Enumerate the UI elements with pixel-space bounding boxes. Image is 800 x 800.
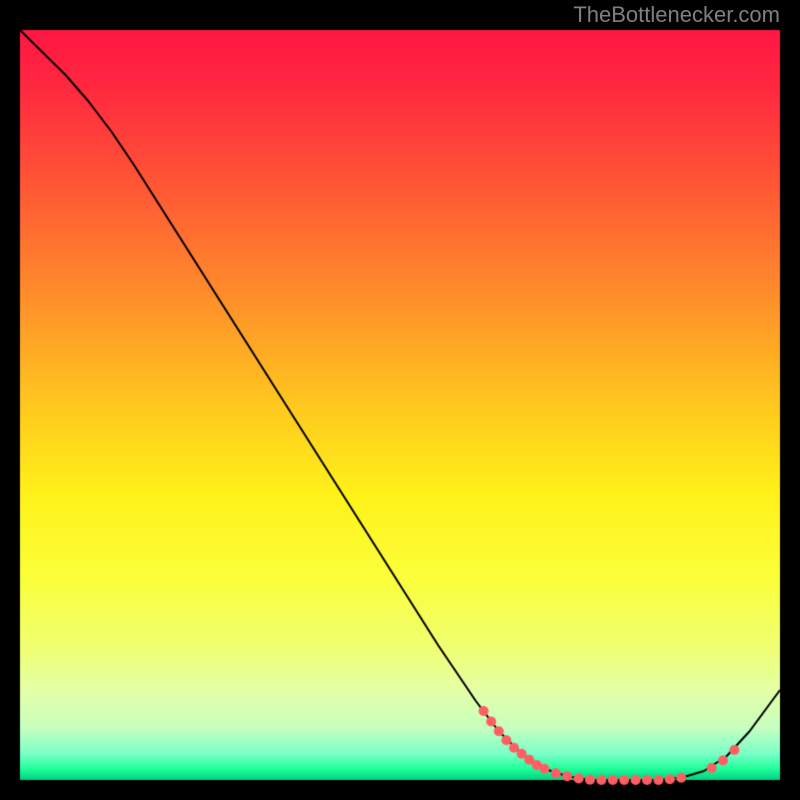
bottleneck-chart xyxy=(0,0,800,800)
watermark-text: TheBottlenecker.com xyxy=(573,2,780,28)
